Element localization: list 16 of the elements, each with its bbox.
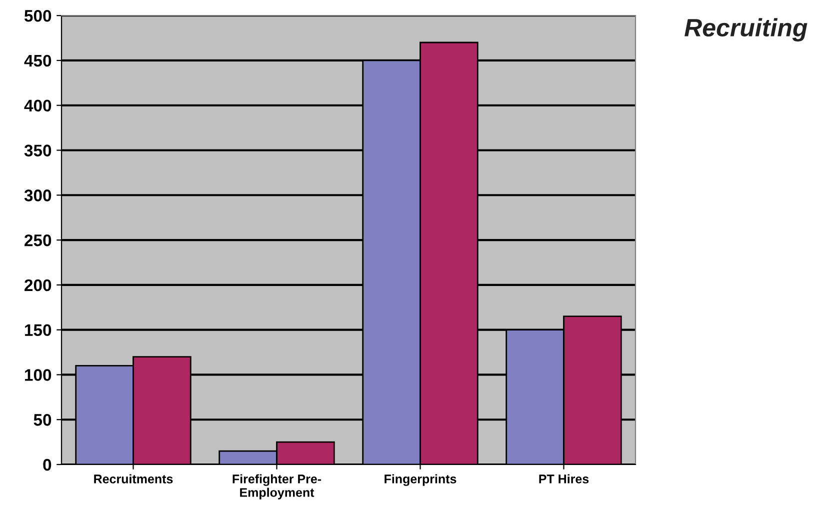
y-tick-label: 300 [24, 190, 52, 202]
y-tick-label: 0 [43, 458, 52, 471]
text: Recruiting [684, 18, 808, 42]
y-tick-label: 350 [24, 144, 52, 156]
y-tick-label: 150 [25, 324, 52, 336]
y-tick-label: 200 [24, 279, 52, 292]
y-tick-label: 250 [24, 234, 52, 246]
x-tick-label: Fingerprints [384, 474, 456, 486]
y-tick-label: 50 [34, 414, 52, 426]
y-tick-label: 100 [25, 369, 52, 381]
y-tick-label: 400 [24, 100, 52, 112]
x-tick-label: Firefighter Pre- Employment [232, 474, 322, 500]
x-tick-label: Recruitments [94, 474, 173, 484]
y-tick-label: 500 [24, 10, 52, 22]
x-tick-label: PT Hires [539, 474, 589, 484]
y-tick-label: 450 [24, 54, 52, 67]
